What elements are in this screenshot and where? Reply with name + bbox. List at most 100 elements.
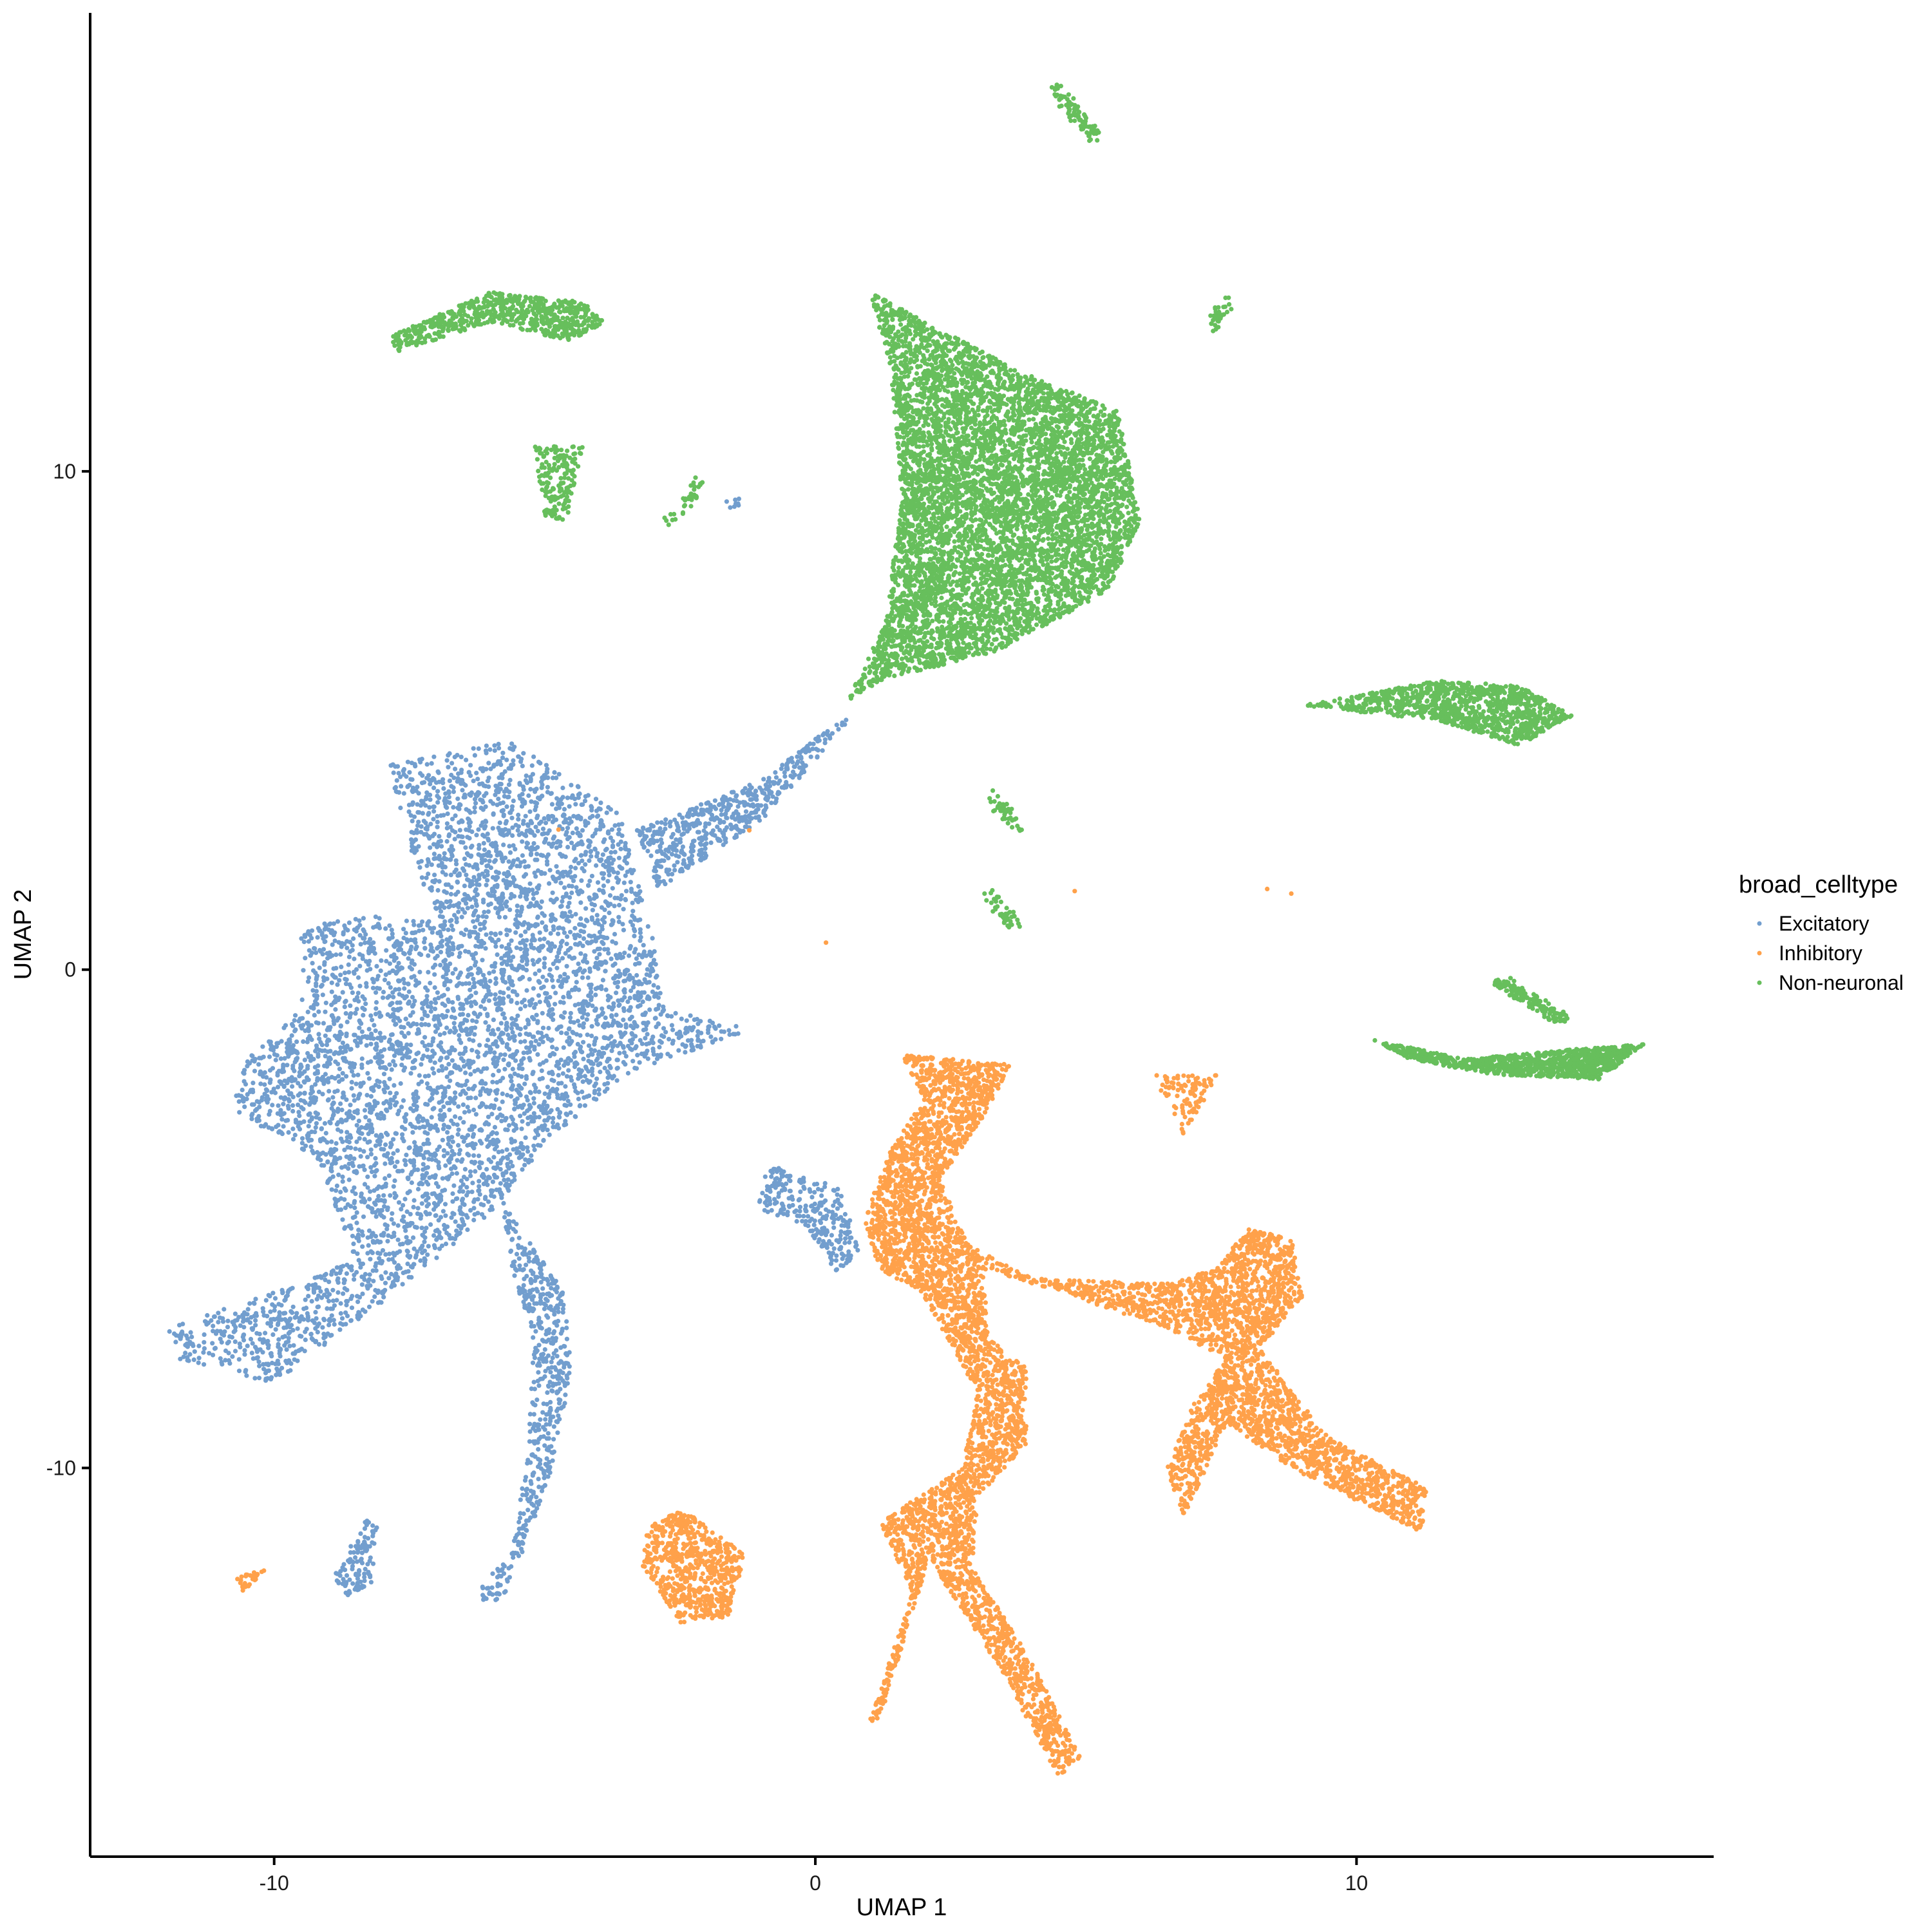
data-point <box>202 1319 208 1324</box>
data-point <box>544 978 549 983</box>
data-point <box>531 896 536 902</box>
data-point <box>419 1062 424 1067</box>
data-point <box>377 986 383 991</box>
data-point <box>277 1318 282 1323</box>
data-point <box>477 1188 482 1193</box>
data-point <box>313 1125 318 1130</box>
data-point <box>477 1184 482 1189</box>
data-point <box>334 952 339 958</box>
data-point <box>594 863 599 868</box>
data-point <box>553 1088 558 1094</box>
data-point <box>335 982 340 987</box>
data-point <box>344 1154 349 1159</box>
data-point <box>247 1320 252 1325</box>
data-point <box>512 989 517 994</box>
data-point <box>311 1006 316 1011</box>
data-point <box>690 1045 696 1050</box>
data-point <box>440 1176 446 1181</box>
data-point <box>489 1132 494 1137</box>
data-point <box>305 1063 310 1068</box>
data-point <box>652 1016 658 1021</box>
data-point <box>349 1079 354 1084</box>
data-point <box>370 1126 375 1132</box>
data-point <box>500 750 506 755</box>
data-point <box>389 1155 394 1161</box>
data-point <box>521 922 526 927</box>
data-point <box>466 1189 471 1195</box>
data-point <box>391 1151 396 1156</box>
data-point <box>486 909 491 914</box>
data-point <box>368 1041 374 1046</box>
data-point <box>240 1319 246 1324</box>
data-point <box>301 1119 307 1124</box>
data-point <box>511 1147 516 1152</box>
data-point <box>365 1174 370 1179</box>
data-point <box>529 997 535 1002</box>
data-point <box>497 995 502 1001</box>
data-point <box>506 958 511 963</box>
data-point <box>435 769 440 774</box>
data-point <box>601 941 606 946</box>
data-point <box>287 1329 292 1335</box>
data-point <box>377 1300 383 1305</box>
data-point <box>515 1049 520 1054</box>
data-point <box>403 1228 408 1233</box>
data-point <box>346 1139 352 1145</box>
data-point <box>319 984 324 989</box>
data-point <box>424 1204 430 1209</box>
data-point <box>679 1016 684 1021</box>
data-point <box>275 1084 281 1090</box>
data-point <box>623 873 628 878</box>
data-point <box>543 820 549 826</box>
data-point <box>595 1056 600 1061</box>
data-point <box>388 763 393 768</box>
data-point <box>298 1347 303 1352</box>
data-point <box>556 931 561 936</box>
data-point <box>583 862 588 867</box>
data-point <box>558 974 563 979</box>
data-point <box>442 1227 448 1232</box>
data-point <box>490 1179 496 1184</box>
data-point <box>519 1058 524 1063</box>
data-point <box>602 1082 607 1087</box>
data-point <box>343 1188 348 1193</box>
data-point <box>381 1294 386 1300</box>
data-point <box>470 952 475 958</box>
data-point <box>334 1036 339 1041</box>
data-point <box>276 1341 281 1347</box>
data-point <box>552 834 557 839</box>
data-point <box>600 1045 605 1050</box>
data-point <box>429 862 434 867</box>
data-point <box>501 1057 506 1063</box>
data-point <box>519 1074 524 1079</box>
data-point <box>679 1034 684 1039</box>
data-point <box>277 1313 282 1318</box>
data-point <box>516 824 522 829</box>
data-point <box>406 1021 411 1027</box>
data-point <box>632 917 638 922</box>
data-point <box>622 990 627 995</box>
data-point <box>344 1034 349 1039</box>
data-point <box>507 844 512 849</box>
data-point <box>345 1130 350 1135</box>
data-point <box>355 1072 361 1077</box>
data-point <box>372 1099 377 1104</box>
data-point <box>314 950 319 955</box>
data-point <box>444 821 450 826</box>
data-point <box>444 838 450 844</box>
data-point <box>256 1118 261 1123</box>
data-point <box>263 1331 268 1336</box>
data-point <box>267 1039 272 1044</box>
data-point <box>654 991 659 996</box>
data-point <box>276 1337 281 1342</box>
data-point <box>346 1161 352 1166</box>
data-point <box>506 986 511 991</box>
data-point <box>320 1150 326 1155</box>
data-point <box>667 1037 672 1042</box>
data-point <box>341 1280 346 1285</box>
data-point <box>385 1238 390 1244</box>
data-point <box>336 998 341 1003</box>
data-point <box>393 789 399 794</box>
data-point <box>522 1111 527 1116</box>
data-point <box>260 1306 265 1311</box>
